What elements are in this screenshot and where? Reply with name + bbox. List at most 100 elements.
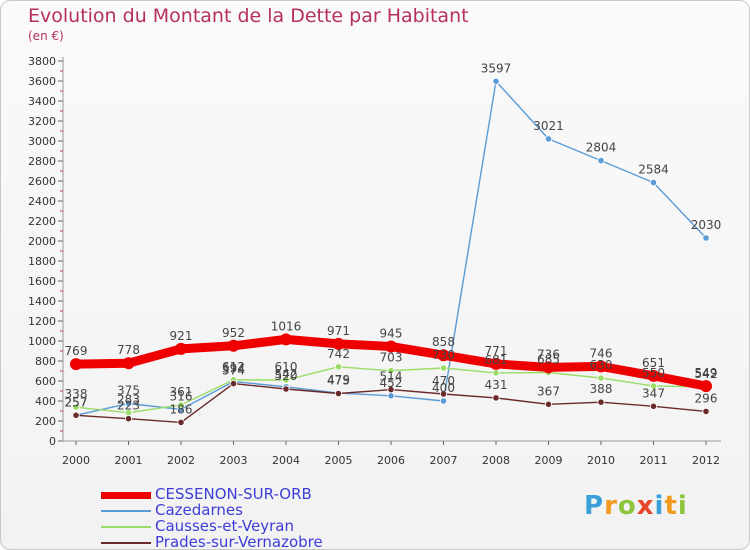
data-label-2: 283 [117, 393, 140, 407]
data-point-0 [227, 339, 240, 352]
data-point-2 [334, 363, 343, 371]
data-point-0 [280, 333, 292, 346]
x-tick-label: 2003 [220, 454, 248, 467]
data-point-1 [387, 392, 395, 400]
legend-item-prades[interactable]: Prades-sur-Vernazobre [101, 533, 361, 549]
legend-item-cessenon[interactable]: CESSENON-SUR-ORB [101, 485, 361, 503]
y-tick-label: 600 [35, 375, 56, 388]
data-point-2 [439, 364, 448, 372]
data-label-2: 685 [537, 353, 560, 367]
unit-label: (en €) [28, 29, 64, 43]
data-point-3 [439, 390, 448, 398]
data-label-0: 945 [380, 327, 403, 341]
data-point-1 [439, 397, 448, 405]
x-tick-label: 2009 [535, 454, 563, 467]
data-point-3 [282, 385, 290, 393]
y-tick-label: 1400 [28, 295, 56, 308]
data-label-2: 542 [695, 367, 718, 381]
data-label-3: 223 [117, 399, 140, 413]
x-tick-label: 2012 [692, 454, 720, 467]
y-tick-label: 3200 [28, 115, 56, 128]
y-tick-label: 1600 [28, 275, 56, 288]
data-label-0: 1016 [271, 319, 302, 333]
data-label-0: 921 [170, 329, 193, 343]
data-label-3: 431 [485, 378, 508, 392]
proxiti-logo: Proxiti [584, 491, 688, 521]
y-tick-label: 3000 [28, 135, 56, 148]
data-label-1: 2030 [691, 218, 722, 232]
data-label-1: 375 [117, 384, 140, 398]
data-label-2: 730 [432, 348, 455, 362]
data-label-3: 574 [222, 364, 245, 378]
data-label-1: 316 [170, 389, 193, 403]
legend-item-causses[interactable]: Causses-et-Veyran [101, 517, 361, 535]
data-point-1 [702, 234, 710, 242]
data-label-3: 257 [65, 395, 88, 409]
legend: CESSENON-SUR-ORB Cazedarnes Causses-et-V… [101, 485, 361, 549]
data-point-3 [544, 400, 553, 408]
data-label-1: 542 [275, 367, 298, 381]
data-label-1: 479 [327, 373, 350, 387]
legend-label: CESSENON-SUR-ORB [155, 485, 312, 503]
data-label-3: 514 [380, 370, 403, 384]
y-tick-label: 2200 [28, 215, 56, 228]
data-point-3 [177, 418, 185, 426]
data-label-2: 338 [65, 387, 88, 401]
data-point-1 [544, 135, 553, 143]
y-tick-label: 2400 [28, 195, 56, 208]
data-point-2 [177, 401, 185, 409]
data-point-1 [649, 179, 658, 187]
data-label-1: 2804 [586, 141, 617, 155]
data-label-0: 971 [327, 324, 350, 338]
data-label-1: 594 [222, 362, 245, 376]
data-point-3 [334, 389, 343, 398]
x-tick-label: 2000 [62, 454, 90, 467]
x-tick-label: 2010 [587, 454, 615, 467]
data-label-3: 186 [170, 402, 193, 416]
y-tick-label: 2000 [28, 235, 56, 248]
data-label-2: 610 [275, 360, 298, 374]
data-label-0: 769 [65, 344, 88, 358]
legend-label: Causses-et-Veyran [155, 517, 294, 535]
data-point-3 [597, 398, 605, 406]
data-label-3: 470 [432, 374, 455, 388]
y-tick-label: 0 [49, 435, 56, 448]
y-tick-label: 1000 [28, 335, 56, 348]
data-label-2: 361 [170, 385, 193, 399]
data-point-2 [649, 382, 658, 390]
legend-item-cazedarnes[interactable]: Cazedarnes [101, 501, 361, 519]
data-label-0: 952 [222, 326, 245, 340]
y-tick-label: 2600 [28, 175, 56, 188]
data-point-3 [124, 415, 133, 423]
y-tick-label: 800 [35, 355, 56, 368]
data-point-2 [282, 376, 290, 384]
data-point-3 [702, 407, 710, 415]
legend-swatch [101, 526, 151, 528]
data-label-1: 3021 [533, 119, 564, 133]
data-label-2: 612 [222, 360, 245, 374]
y-tick-label: 3600 [28, 75, 56, 88]
data-label-3: 296 [695, 391, 718, 405]
data-point-3 [229, 379, 238, 388]
legend-label: Cazedarnes [155, 501, 243, 519]
y-tick-label: 1200 [28, 315, 56, 328]
x-tick-label: 2001 [115, 454, 143, 467]
data-point-1 [492, 77, 500, 85]
data-point-0 [647, 369, 660, 382]
data-point-0 [332, 337, 345, 350]
y-tick-label: 200 [35, 415, 56, 428]
data-label-1: 452 [380, 376, 403, 390]
x-tick-label: 2002 [167, 454, 195, 467]
y-tick-label: 1800 [28, 255, 56, 268]
x-tick-label: 2008 [482, 454, 510, 467]
data-point-3 [649, 402, 658, 410]
y-tick-label: 2800 [28, 155, 56, 168]
data-label-1: 257 [65, 395, 88, 409]
data-point-3 [72, 411, 80, 419]
x-tick-label: 2006 [377, 454, 405, 467]
data-label-1: 400 [432, 381, 455, 395]
data-label-2: 742 [327, 347, 350, 361]
y-tick-label: 400 [35, 395, 56, 408]
data-point-0 [700, 380, 712, 393]
